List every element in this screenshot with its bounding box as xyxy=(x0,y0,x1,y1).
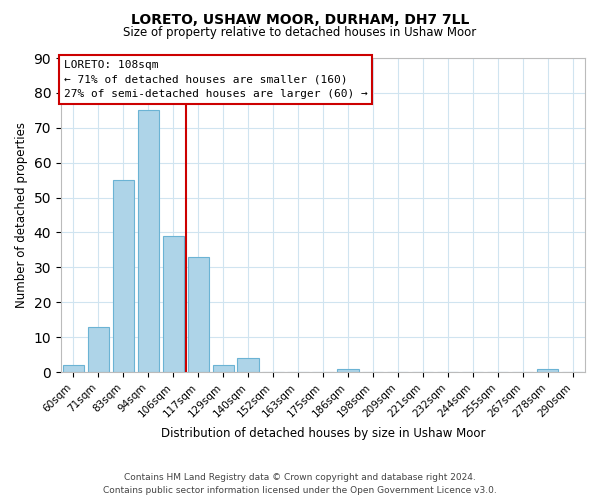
Text: Contains HM Land Registry data © Crown copyright and database right 2024.
Contai: Contains HM Land Registry data © Crown c… xyxy=(103,474,497,495)
Y-axis label: Number of detached properties: Number of detached properties xyxy=(15,122,28,308)
Bar xyxy=(163,236,184,372)
Text: LORETO, USHAW MOOR, DURHAM, DH7 7LL: LORETO, USHAW MOOR, DURHAM, DH7 7LL xyxy=(131,12,469,26)
Text: Size of property relative to detached houses in Ushaw Moor: Size of property relative to detached ho… xyxy=(124,26,476,39)
X-axis label: Distribution of detached houses by size in Ushaw Moor: Distribution of detached houses by size … xyxy=(161,427,485,440)
Bar xyxy=(238,358,259,372)
Text: LORETO: 108sqm
← 71% of detached houses are smaller (160)
27% of semi-detached h: LORETO: 108sqm ← 71% of detached houses … xyxy=(64,60,367,99)
Bar xyxy=(188,257,209,372)
Bar xyxy=(63,365,84,372)
Bar xyxy=(137,110,159,372)
Bar xyxy=(113,180,134,372)
Bar xyxy=(88,326,109,372)
Bar xyxy=(212,365,234,372)
Bar xyxy=(337,368,359,372)
Bar xyxy=(537,368,558,372)
